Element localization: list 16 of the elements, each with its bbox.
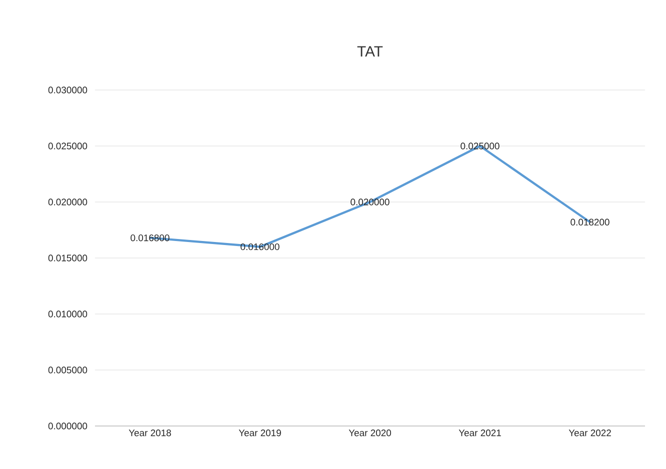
data-label: 0.016800 bbox=[130, 234, 170, 242]
y-tick-label: 0.025000 bbox=[48, 142, 88, 150]
x-tick-label: Year 2022 bbox=[568, 430, 611, 436]
x-tick-label: Year 2019 bbox=[238, 430, 281, 436]
y-tick-label: 0.000000 bbox=[48, 422, 88, 430]
y-tick-label: 0.020000 bbox=[48, 198, 88, 206]
data-label: 0.025000 bbox=[460, 142, 500, 150]
y-tick-label: 0.010000 bbox=[48, 310, 88, 318]
y-tick-label: 0.030000 bbox=[48, 86, 88, 94]
x-tick-label: Year 2021 bbox=[458, 430, 501, 436]
y-tick-label: 0.005000 bbox=[48, 366, 88, 374]
x-tick-label: Year 2020 bbox=[348, 430, 392, 436]
chart-title: TAT bbox=[357, 46, 383, 56]
data-label: 0.018200 bbox=[570, 218, 610, 226]
y-tick-label: 0.015000 bbox=[48, 254, 88, 262]
x-tick-label: Year 2018 bbox=[128, 430, 171, 436]
